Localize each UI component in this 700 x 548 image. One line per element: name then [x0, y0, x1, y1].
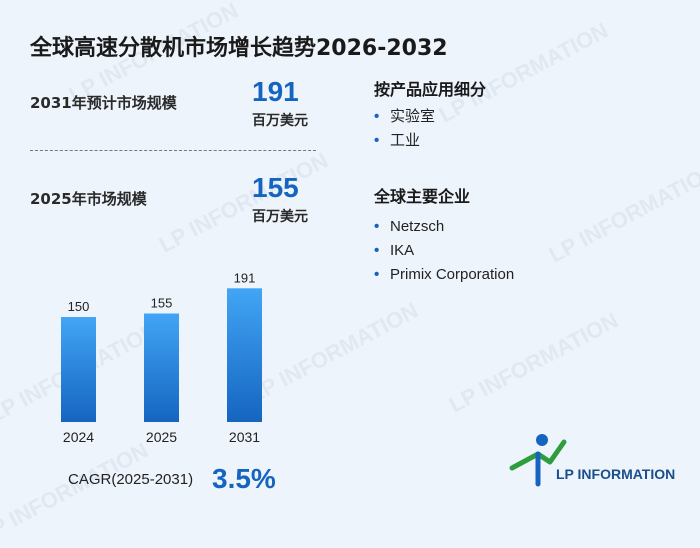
company-logo: LP INFORMATION — [508, 428, 678, 488]
watermark: LP INFORMATION — [444, 307, 623, 418]
segment-label: 实验室 — [390, 108, 436, 125]
bullet-icon: • — [374, 108, 380, 125]
company-label: Netzsch — [390, 218, 445, 235]
bar-2025 — [144, 313, 179, 422]
bullet-icon: • — [374, 266, 380, 283]
segments-title: 按产品应用细分 — [374, 80, 487, 99]
x-tick-label-2031: 2031 — [229, 429, 260, 445]
page-title: 全球高速分散机市场增长趋势2026-2032 — [30, 36, 448, 61]
data-label-2031: 191 — [234, 270, 256, 285]
data-label-2024: 150 — [68, 299, 90, 314]
segment-label: 工业 — [390, 132, 421, 149]
list-item: • Netzsch — [374, 215, 514, 239]
companies-title: 全球主要企业 — [374, 187, 471, 206]
company-label: IKA — [390, 242, 415, 259]
data-label-2025: 155 — [151, 296, 173, 311]
list-item: • Primix Corporation — [374, 263, 514, 287]
forecast-market-size-value: 191 — [252, 76, 299, 107]
watermark: LP INFORMATION — [434, 17, 613, 128]
bar-2024 — [61, 317, 96, 422]
cagr-label: CAGR(2025-2031) — [68, 471, 194, 488]
current-market-size-unit: 百万美元 — [252, 209, 308, 225]
watermark: LP INFORMATION — [544, 157, 700, 268]
list-item: • IKA — [374, 239, 514, 263]
bullet-icon: • — [374, 132, 380, 149]
list-item: • 实验室 — [374, 105, 435, 129]
companies-list: • Netzsch • IKA • Primix Corporation — [374, 215, 514, 287]
bar-2031 — [227, 288, 262, 422]
logo-text: LP INFORMATION — [556, 466, 676, 482]
forecast-market-size-label: 2031年预计市场规模 — [30, 94, 177, 112]
list-item: • 工业 — [374, 129, 435, 153]
x-tick-label-2024: 2024 — [63, 429, 94, 445]
cagr-value: 3.5% — [212, 463, 276, 494]
divider — [30, 150, 316, 151]
bullet-icon: • — [374, 242, 380, 259]
current-market-size-label: 2025年市场规模 — [30, 190, 147, 208]
current-market-size-value: 155 — [252, 172, 299, 203]
company-label: Primix Corporation — [390, 266, 515, 283]
logo-mark-icon — [509, 434, 567, 487]
segments-list: • 实验室 • 工业 — [374, 105, 435, 153]
forecast-market-size-unit: 百万美元 — [252, 113, 308, 129]
bar-chart: 150 2024 155 2025 191 2031 — [61, 270, 262, 445]
x-tick-label-2025: 2025 — [146, 429, 177, 445]
bullet-icon: • — [374, 218, 380, 235]
